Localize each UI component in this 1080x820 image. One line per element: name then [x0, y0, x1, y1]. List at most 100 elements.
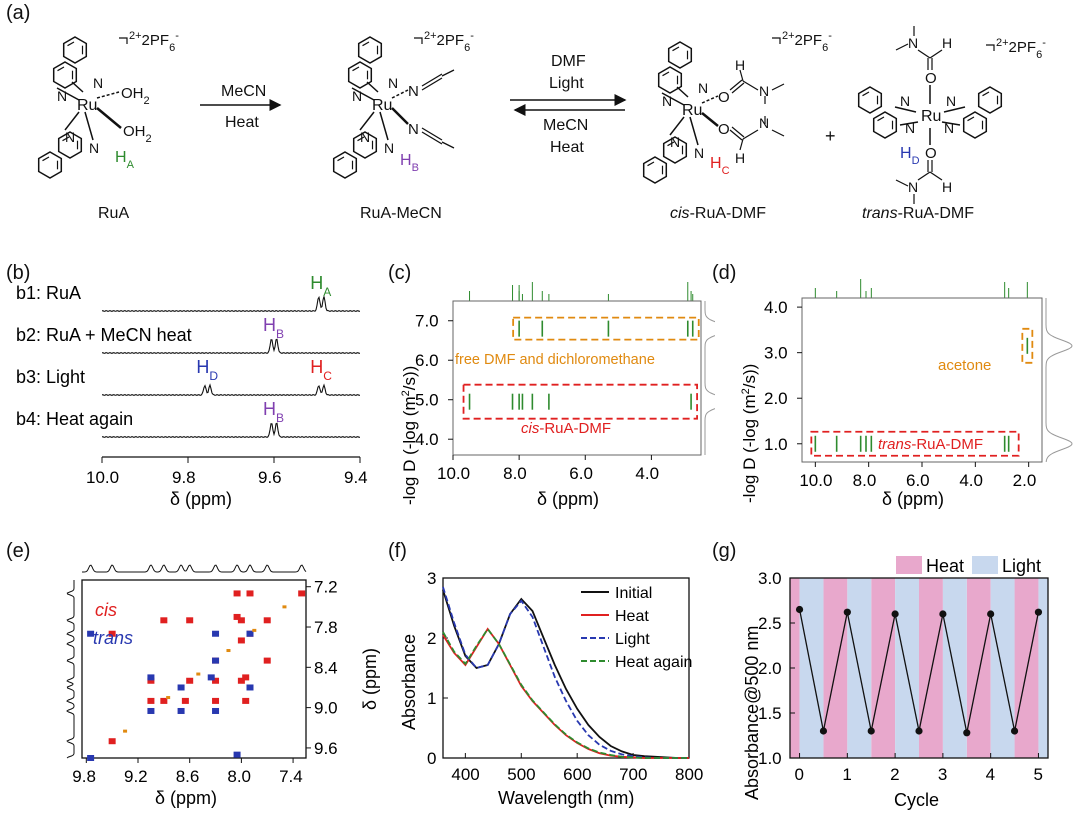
cycle-point — [1010, 727, 1019, 735]
atom-n: N — [360, 129, 370, 145]
uv-series-light — [442, 586, 689, 759]
legend-label: Light — [615, 631, 650, 648]
cycle-point — [867, 727, 875, 735]
charge-counterion: 2+2PF6- — [129, 30, 179, 54]
x-tick-label: 9.8 — [172, 468, 196, 487]
panel-label-a: (a) — [6, 2, 31, 24]
cosy-peak-cis — [181, 697, 189, 704]
y-tick-label: 6.0 — [415, 351, 439, 370]
band-light — [847, 578, 872, 758]
cosy-peak-cis — [246, 590, 254, 597]
atom-h: H — [735, 57, 745, 73]
x-tick-label: 3 — [938, 765, 947, 784]
x-tick-label: 500 — [507, 765, 535, 784]
cosy-peak-cis — [186, 617, 194, 624]
atom-o: O — [718, 89, 730, 106]
cosy-peak-cis — [237, 677, 245, 684]
cycle-point — [1034, 608, 1043, 616]
side-projection — [1045, 298, 1073, 463]
atom-n: N — [408, 121, 419, 138]
atom-ru: Ru — [77, 97, 97, 114]
compound-name-rua: RuA — [98, 205, 129, 222]
compound-cis-rua-dmf: N N N N Ru O O H H N N HC 2+2PF6- cis-Ru… — [642, 30, 832, 222]
atom-n: N — [908, 179, 918, 195]
panel-c-ylabel: -log D (-log (m2/s)) — [400, 366, 419, 505]
charge-counterion: 2+2PF6- — [424, 30, 474, 54]
panel-f-xlabel: Wavelength (nm) — [498, 788, 634, 808]
cosy-peak-cis — [263, 617, 271, 624]
dosy-box — [462, 383, 698, 420]
x-tick-label: 4.0 — [635, 464, 659, 483]
charge-counterion: 2+2PF6- — [996, 37, 1046, 61]
x-tick-label: 6.0 — [569, 464, 593, 483]
y-tick-label: 7.8 — [314, 618, 338, 637]
atom-n: N — [670, 134, 680, 150]
x-tick-label: 9.8 — [72, 767, 96, 786]
panel-g-ylabel: Absorbance@500 nm — [742, 626, 762, 800]
y-tick-label: 1.0 — [758, 749, 782, 768]
legend-heat-swatch — [896, 556, 922, 574]
cycle-point — [843, 608, 851, 616]
atom-n: N — [946, 93, 956, 109]
peak-annotation: HC — [310, 357, 332, 383]
compound-name-cis: cis-RuA-DMF — [670, 205, 766, 222]
legend-heat: Heat — [926, 556, 964, 576]
y-tick-label: 7.0 — [415, 312, 439, 331]
atom-n: N — [694, 145, 704, 161]
atom-n: N — [89, 140, 99, 156]
trace-label: b1: RuA — [16, 283, 81, 303]
y-tick-label: 5.0 — [415, 391, 439, 410]
cosy-peak-cis — [298, 590, 306, 597]
panel-e-cosy: 9.8 9.2 8.6 8.0 7.4 7.2 7.8 8.4 9.0 9.6 cis trans… — [66, 564, 380, 808]
trace-label: b3: Light — [16, 367, 85, 387]
cosy-peak-trans — [212, 630, 220, 637]
charge-counterion: 2+2PF6- — [782, 30, 832, 54]
panel-b-nmr-stack: b1: RuA HA b2: RuA + MeCN heat HB b3: Light H… — [16, 273, 368, 509]
cycle-point — [963, 729, 971, 737]
reaction-scheme: N N N N Ru OH2 OH2 HA 2+2PF6- RuA MeCN H… — [37, 26, 1046, 222]
nmr-trace — [101, 295, 361, 313]
y-tick-label: 1.0 — [764, 435, 788, 454]
y-tick-label: 4.0 — [764, 298, 788, 317]
top-projection — [82, 564, 307, 573]
atom-h: H — [942, 35, 952, 51]
x-tick-label: 10.0 — [437, 464, 470, 483]
dosy-label: trans-RuA-DMF — [878, 436, 983, 453]
cosy-peak-cis — [108, 630, 116, 637]
uv-series-initial — [442, 589, 689, 759]
legend-light-swatch — [972, 556, 998, 574]
atom-o: O — [925, 70, 937, 87]
ligand-oh2: OH2 — [123, 123, 152, 145]
atom-ru: Ru — [921, 108, 941, 125]
y-tick-label: 9.0 — [314, 699, 338, 718]
atom-o: O — [718, 121, 730, 138]
y-tick-label: 9.6 — [314, 739, 338, 758]
atom-n: N — [662, 93, 672, 109]
cosy-peak-cis — [186, 677, 194, 684]
band-heat — [919, 578, 943, 758]
x-tick-label: 6.0 — [906, 471, 930, 490]
atom-n: N — [93, 75, 103, 91]
atom-h: H — [735, 150, 745, 166]
panel-e-xlabel: δ (ppm) — [155, 788, 217, 808]
x-tick-label: 10.0 — [86, 468, 119, 487]
trace-label: b4: Heat again — [16, 409, 133, 429]
panel-d-xlabel: δ (ppm) — [882, 489, 944, 509]
side-projection — [66, 580, 75, 759]
arrow1-bottom: Heat — [225, 114, 259, 131]
arrow2-bottom2: Heat — [550, 139, 584, 156]
cycle-point — [915, 727, 923, 735]
x-tick-label: 600 — [563, 765, 591, 784]
panel-label-d: (d) — [712, 262, 737, 284]
x-tick-label: 9.2 — [124, 767, 148, 786]
atom-n: N — [352, 88, 362, 104]
uv-series-heat-again — [442, 627, 689, 759]
cycle-point — [795, 605, 804, 614]
cosy-peak-cis — [242, 697, 250, 704]
panel-c-xlabel: δ (ppm) — [537, 489, 599, 509]
cosy-peak-diagonal — [282, 605, 287, 609]
peak-annotation: HB — [263, 399, 284, 425]
y-tick-label: 1 — [427, 689, 436, 708]
band-heat — [823, 578, 848, 758]
x-tick-label: 400 — [451, 765, 479, 784]
